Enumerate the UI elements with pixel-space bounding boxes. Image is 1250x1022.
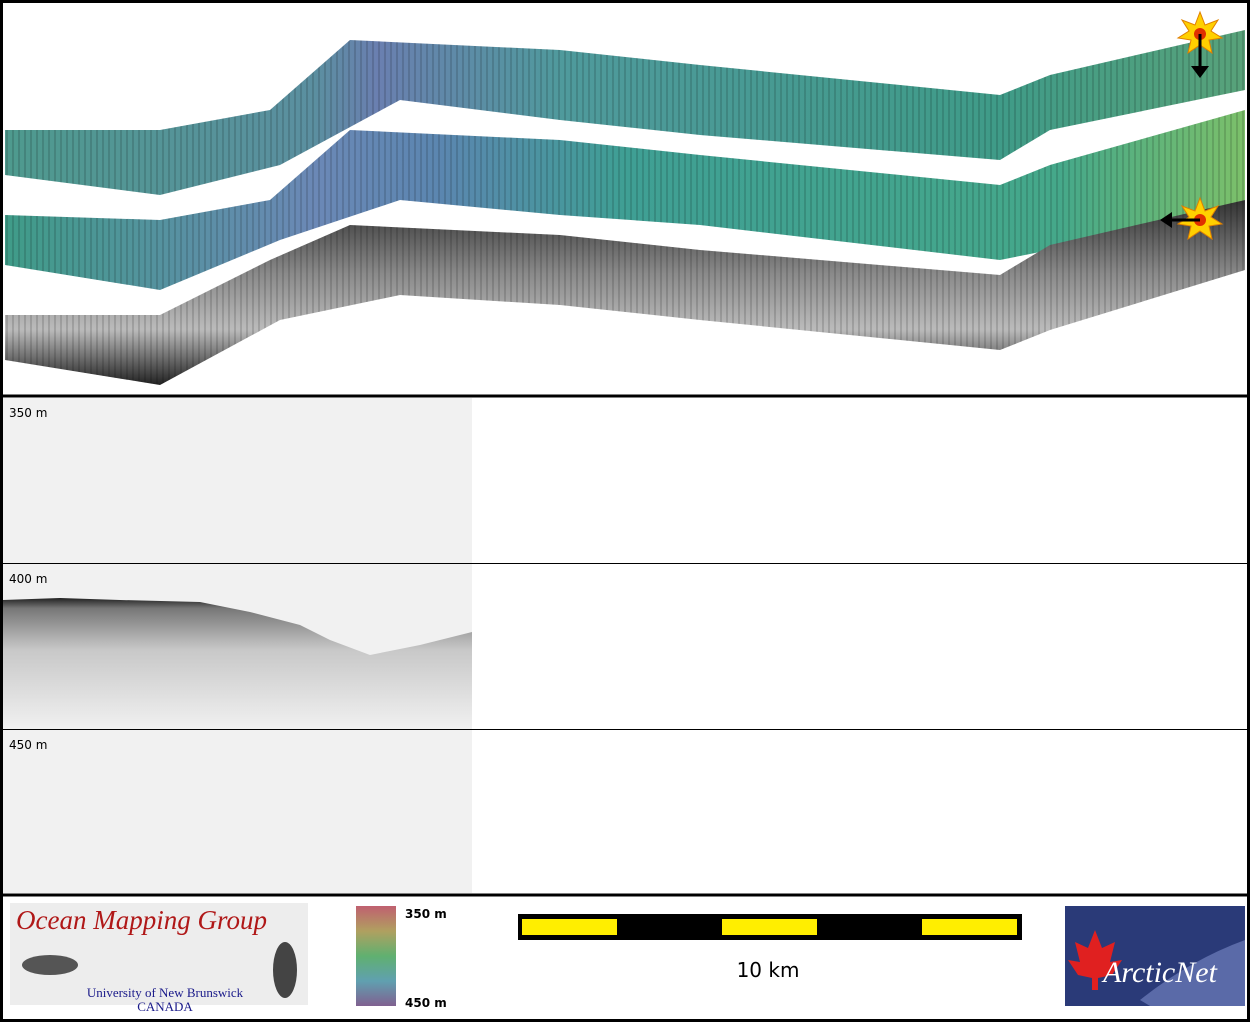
scale-segment [922, 919, 1017, 935]
partner-logo: ArcticNet [1065, 906, 1245, 1006]
scale-segment [522, 919, 617, 935]
partner-map [1140, 940, 1245, 1006]
seabed-echo [3, 598, 472, 728]
logo-vehicle [22, 955, 78, 975]
strip-texture [5, 200, 1245, 385]
logo-background [10, 903, 308, 1005]
colorbar-label: 450 m [405, 996, 447, 1010]
sun-icon [1160, 196, 1224, 241]
logo-country: CANADA [137, 999, 193, 1014]
scale-bar: 10 km [518, 914, 1022, 982]
maple-leaf [1068, 930, 1122, 990]
partner-name: ArcticNet [1101, 956, 1218, 989]
strip-texture [5, 110, 1245, 290]
logo-vehicle [273, 942, 297, 998]
swath-map [5, 10, 1245, 385]
strip-texture [5, 30, 1245, 195]
scale-label: 10 km [737, 958, 800, 982]
colorbar: 350 m 450 m [356, 906, 447, 1010]
colorbar-ramp [356, 906, 396, 1006]
depth-label: 450 m [9, 738, 47, 752]
colorbar-label: 350 m [405, 907, 447, 921]
sun-icon [1176, 10, 1224, 78]
logo-subtitle: University of New Brunswick [87, 985, 244, 1000]
depth-label: 350 m [9, 406, 47, 420]
logo: Ocean Mapping Group University of New Br… [10, 903, 308, 1014]
scale-segment [722, 919, 817, 935]
profile-panel: 350 m 400 m 450 m [0, 398, 1250, 893]
logo-title: Ocean Mapping Group [16, 905, 267, 935]
depth-label: 400 m [9, 572, 47, 586]
